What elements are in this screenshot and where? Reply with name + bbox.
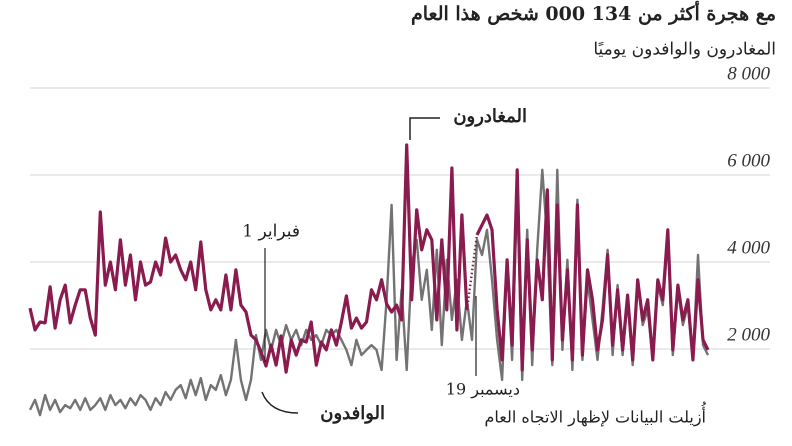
y-tick-label: 8 000	[727, 63, 770, 84]
series-label: الوافدون	[320, 403, 385, 424]
leader-line	[409, 117, 440, 140]
chart-subtitle: المغادرون والوافدون يوميًا	[593, 40, 776, 60]
trend-connector	[465, 234, 479, 311]
y-tick-label: 2 000	[727, 324, 770, 345]
series-line	[28, 143, 710, 374]
chart-title: مع هجرة أكثر من 134 000 شخص هذا العام	[411, 0, 776, 25]
annotation: 1 فبراير	[242, 222, 300, 242]
y-tick-label: 4 000	[727, 237, 770, 258]
y-tick-label: 6 000	[727, 150, 770, 171]
series-line	[28, 168, 710, 417]
annotation: أُزيلت البيانات لإظهار الاتجاه العام	[485, 401, 707, 426]
series-label: المغادرون	[453, 106, 527, 127]
annotation: 19 ديسمبر	[446, 380, 520, 399]
leader-line	[261, 391, 299, 414]
